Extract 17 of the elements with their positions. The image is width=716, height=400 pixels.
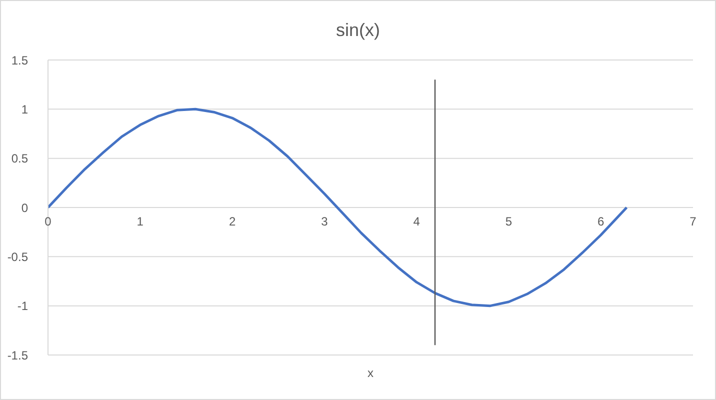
y-tick-label: -1.5 — [7, 348, 28, 362]
chart-title: sin(x) — [335, 19, 381, 42]
y-tick-label: -1 — [17, 299, 28, 314]
y-tick-label: 0.5 — [11, 152, 28, 166]
x-tick-label: 1 — [136, 214, 144, 228]
y-tick-label: 0 — [21, 200, 28, 215]
x-tick-label: 2 — [228, 214, 236, 228]
x-tick-label: 0 — [44, 214, 52, 228]
x-tick-label: 3 — [321, 214, 328, 228]
x-tick-label: 7 — [690, 214, 697, 228]
x-tick-label: 4 — [413, 214, 420, 228]
y-tick-label: -0.5 — [7, 250, 28, 264]
x-tick-label: 5 — [505, 214, 512, 228]
x-tick-label: 6 — [598, 214, 605, 228]
y-tick-label: 1 — [21, 102, 28, 116]
y-tick-label: 1.5 — [11, 53, 28, 68]
x-axis-title: x — [368, 366, 374, 380]
